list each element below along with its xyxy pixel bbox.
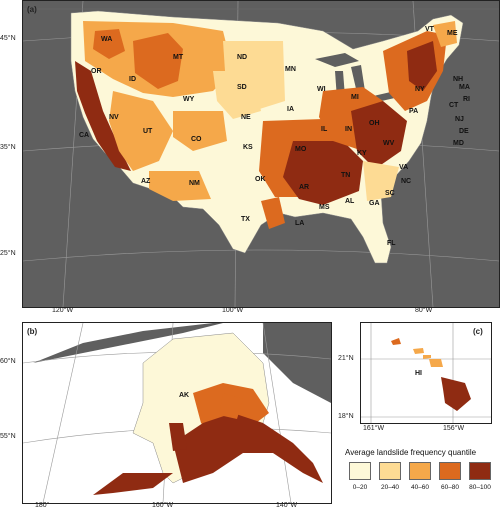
lon-tick: 100°W (222, 307, 244, 314)
legend-swatch (349, 462, 371, 480)
state-label-id: ID (129, 76, 136, 83)
state-label-nc: NC (401, 178, 411, 185)
state-label-in: IN (345, 126, 352, 133)
panel-a-label: (a) (27, 5, 37, 14)
panel-b-label: (b) (27, 327, 38, 336)
state-label-ri: RI (463, 96, 470, 103)
alaska-map: AK (23, 323, 331, 503)
legend: Average landslide frequency quantile 0–2… (345, 448, 495, 508)
state-label-la: LA (295, 220, 304, 227)
state-label-wi: WI (317, 86, 326, 93)
lat-tick: 55°N (0, 433, 16, 440)
legend-label: 40–60 (410, 484, 430, 491)
lat-tick: 21°N (338, 355, 354, 362)
lon-tick: 180° (35, 502, 50, 509)
state-label-ar: AR (299, 184, 309, 191)
state-label-ia: IA (287, 106, 294, 113)
state-label-nm: NM (189, 180, 200, 187)
state-label-nj: NJ (455, 116, 464, 123)
panel-alaska: AK (b) (22, 322, 332, 504)
state-label-ut: UT (143, 128, 153, 135)
state-label-wv: WV (383, 140, 395, 147)
state-label-sc: SC (385, 190, 395, 197)
state-label-ky: KY (357, 150, 367, 157)
state-label-oh: OH (369, 120, 380, 127)
state-label-wy: WY (183, 96, 195, 103)
state-label-or: OR (91, 68, 102, 75)
state-label-sd: SD (237, 84, 247, 91)
state-label-nh: NH (453, 76, 463, 83)
legend-label: 60–80 (440, 484, 460, 491)
lat-tick: 45°N (0, 35, 16, 42)
state-label-il: IL (321, 126, 328, 133)
state-label-mn: MN (285, 66, 296, 73)
panel-conus: WA OR ID MT ND MN WI MI ME VT NH MA RI CT NY NJ DE MD PA OH… (22, 0, 500, 308)
state-label-ca: CA (79, 132, 89, 139)
lon-tick: 80°W (415, 307, 433, 314)
frequency-zones (75, 21, 457, 229)
legend-label: 20–40 (380, 484, 400, 491)
state-label-ma: MA (459, 84, 470, 91)
legend-swatch (469, 462, 491, 480)
panel-hawaii: HI (c) (360, 322, 492, 424)
state-label-al: AL (345, 198, 355, 205)
legend-title: Average landslide frequency quantile (345, 448, 477, 457)
state-label-co: CO (191, 136, 202, 143)
state-label-hi: HI (415, 370, 422, 377)
lon-tick: 160°W (152, 502, 174, 509)
state-label-nv: NV (109, 114, 119, 121)
legend-label: 0–20 (352, 484, 368, 491)
state-label-az: AZ (141, 178, 151, 185)
state-label-ak: AK (179, 392, 189, 399)
state-label-ct: CT (449, 102, 459, 109)
state-label-nd: ND (237, 54, 247, 61)
lon-tick: 161°W (363, 425, 385, 432)
state-label-ms: MS (319, 204, 330, 211)
state-label-ne: NE (241, 114, 251, 121)
lat-tick: 25°N (0, 250, 16, 257)
state-label-ga: GA (369, 200, 380, 207)
state-label-mt: MT (173, 54, 184, 61)
state-label-ny: NY (415, 86, 425, 93)
legend-swatch (409, 462, 431, 480)
lat-tick: 18°N (338, 413, 354, 420)
state-label-ok: OK (255, 176, 266, 183)
legend-swatch (379, 462, 401, 480)
state-label-me: ME (447, 30, 458, 37)
state-label-wa: WA (101, 36, 112, 43)
lon-tick: 156°W (443, 425, 465, 432)
lon-tick: 120°W (52, 307, 74, 314)
lat-tick: 60°N (0, 358, 16, 365)
lon-tick: 140°W (276, 502, 298, 509)
state-label-tx: TX (241, 216, 250, 223)
state-label-vt: VT (425, 26, 435, 33)
state-label-pa: PA (409, 108, 418, 115)
state-label-mo: MO (295, 146, 307, 153)
state-label-va: VA (399, 164, 408, 171)
state-label-md: MD (453, 140, 464, 147)
state-label-tn: TN (341, 172, 350, 179)
state-label-mi: MI (351, 94, 359, 101)
panel-c-label: (c) (473, 327, 483, 336)
state-label-fl: FL (387, 240, 396, 247)
legend-swatch (439, 462, 461, 480)
hawaii-map: HI (361, 323, 491, 423)
state-label-de: DE (459, 128, 469, 135)
state-label-ks: KS (243, 144, 253, 151)
legend-label: 80–100 (469, 484, 491, 491)
lat-tick: 35°N (0, 144, 16, 151)
